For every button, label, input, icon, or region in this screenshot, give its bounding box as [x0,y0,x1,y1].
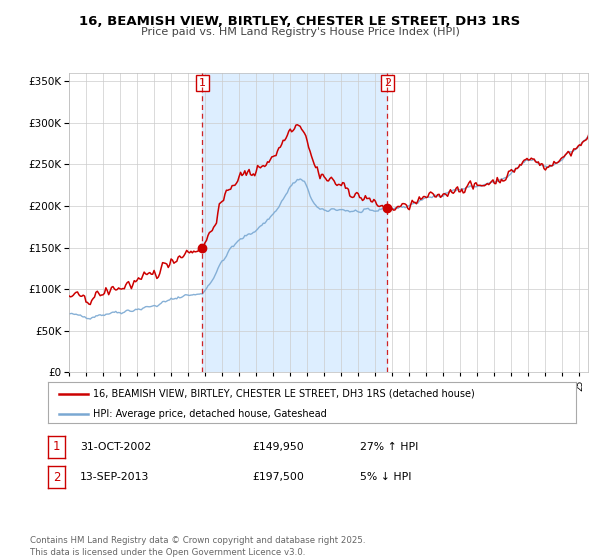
Text: 1: 1 [53,440,60,454]
Text: £197,500: £197,500 [252,472,304,482]
Text: HPI: Average price, detached house, Gateshead: HPI: Average price, detached house, Gate… [93,409,326,419]
Text: 31-OCT-2002: 31-OCT-2002 [80,442,151,452]
Text: Contains HM Land Registry data © Crown copyright and database right 2025.
This d: Contains HM Land Registry data © Crown c… [30,536,365,557]
Text: 16, BEAMISH VIEW, BIRTLEY, CHESTER LE STREET, DH3 1RS (detached house): 16, BEAMISH VIEW, BIRTLEY, CHESTER LE ST… [93,389,475,399]
Text: £149,950: £149,950 [252,442,304,452]
Text: 1: 1 [199,78,206,88]
Text: 16, BEAMISH VIEW, BIRTLEY, CHESTER LE STREET, DH3 1RS: 16, BEAMISH VIEW, BIRTLEY, CHESTER LE ST… [79,15,521,28]
Text: 2: 2 [53,470,60,484]
Text: 27% ↑ HPI: 27% ↑ HPI [360,442,418,452]
Text: 2: 2 [384,78,391,88]
Text: 5% ↓ HPI: 5% ↓ HPI [360,472,412,482]
Text: Price paid vs. HM Land Registry's House Price Index (HPI): Price paid vs. HM Land Registry's House … [140,27,460,38]
Text: 13-SEP-2013: 13-SEP-2013 [80,472,149,482]
Bar [202,73,388,372]
